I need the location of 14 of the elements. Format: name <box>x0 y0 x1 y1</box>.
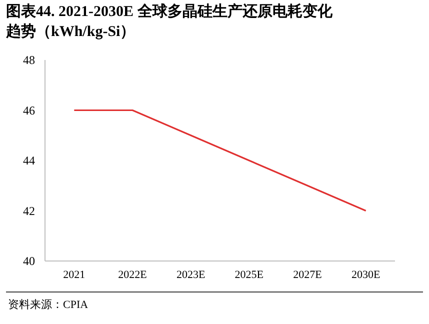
line-series <box>73 109 367 212</box>
x-tick-label: 2022E <box>118 269 148 281</box>
text: 资料来源：CPIA <box>8 298 88 311</box>
y-tick-label: 46 <box>23 103 35 118</box>
y-tick-label: 42 <box>23 204 35 218</box>
chart-title: 图表44. 2021-2030E 全球多晶硅生产还原电耗变化趋势（kWh/kg-Si） <box>6 2 334 42</box>
y-tick-label: 48 <box>23 53 35 67</box>
x-tick-label: 2030E <box>351 269 380 281</box>
x-tick-label: 2021 <box>63 269 86 281</box>
x-tick-label: 2023E <box>176 269 206 281</box>
x-tick-label: 2025E <box>234 269 264 281</box>
y-tick-label: 40 <box>23 254 35 268</box>
y-tick-label: 44 <box>23 154 35 168</box>
x-tick-label: 2027E <box>293 269 322 281</box>
